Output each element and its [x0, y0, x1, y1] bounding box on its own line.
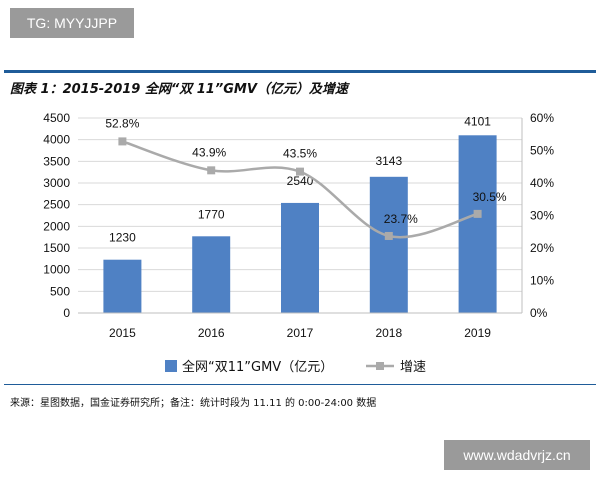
bar [103, 259, 142, 313]
watermark-bottom-right: www.wdadvrjz.cn [444, 440, 590, 470]
legend-swatch-marker [376, 362, 384, 370]
growth-point [296, 167, 304, 176]
y-left-tick-label: 2000 [43, 219, 70, 233]
bar [192, 236, 231, 313]
y-left-tick-label: 0 [63, 306, 70, 320]
x-tick-label: 2017 [287, 326, 314, 340]
y-left-tick-label: 4000 [43, 133, 70, 147]
bar [458, 135, 497, 313]
bar [281, 202, 319, 313]
bar-value-label: 1230 [109, 231, 136, 245]
y-right-tick-label: 40% [530, 176, 554, 190]
bars: 1230 1770 2540 3143 4101 [103, 114, 497, 313]
legend-label-bar: 全网“双11”GMV（亿元） [182, 359, 333, 375]
growth-value-label: 23.7% [384, 212, 418, 226]
chart-title: 图表 1：2015-2019 全网“双 11”GMV（亿元）及增速 [10, 82, 348, 97]
growth-value-label: 52.8% [105, 116, 139, 130]
x-tick-label: 2018 [375, 326, 402, 340]
y-left-tick-label: 3500 [43, 154, 70, 168]
bar-value-label: 2540 [287, 174, 314, 188]
bar-value-label: 3143 [375, 154, 402, 168]
watermark-top-left: TG: MYYJJPP [10, 8, 134, 38]
growth-value-label: 43.9% [192, 145, 226, 159]
y-left-tick-label: 3000 [43, 176, 70, 190]
legend: 全网“双11”GMV（亿元） 增速 [165, 359, 426, 375]
bar-value-label: 1770 [198, 207, 225, 221]
y-right-tick-label: 20% [530, 241, 554, 255]
bar [369, 176, 408, 313]
title-rule-top [4, 70, 596, 73]
bar-value-label: 4101 [464, 114, 491, 128]
growth-point [384, 231, 393, 240]
growth-point [207, 166, 216, 175]
y-left-tick-label: 1500 [43, 241, 70, 255]
growth-point [118, 137, 127, 146]
y-right-tick-label: 10% [530, 274, 554, 288]
source-rule [4, 384, 596, 385]
y-left-tick-label: 2500 [43, 198, 70, 212]
y-left-tick-label: 500 [50, 284, 70, 298]
growth-value-label: 43.5% [283, 147, 317, 161]
x-tick-label: 2016 [198, 326, 225, 340]
x-tick-label: 2015 [109, 326, 136, 340]
y-left-tick-label: 1000 [43, 263, 70, 277]
y-left-tick-label: 4500 [43, 111, 70, 125]
source-note: 来源：星图数据，国金证券研究所；备注：统计时段为 11.11 的 0:00-24… [10, 398, 377, 409]
growth-line: 52.8% 43.9% 43.5% 23.7% 30.5% [105, 116, 507, 240]
legend-label-line: 增速 [400, 360, 426, 375]
growth-value-label: 30.5% [473, 190, 507, 204]
x-tick-label: 2019 [464, 326, 491, 340]
y-right-tick-label: 50% [530, 144, 554, 158]
y-right-tick-label: 60% [530, 111, 554, 125]
y-right-tick-label: 0% [530, 306, 548, 320]
axes: 0 500 1000 1500 2000 2500 3000 3500 4000 4500 0% 10… [43, 111, 554, 340]
growth-point [473, 209, 482, 218]
y-right-tick-label: 30% [530, 209, 554, 223]
legend-swatch-bar [165, 360, 177, 372]
